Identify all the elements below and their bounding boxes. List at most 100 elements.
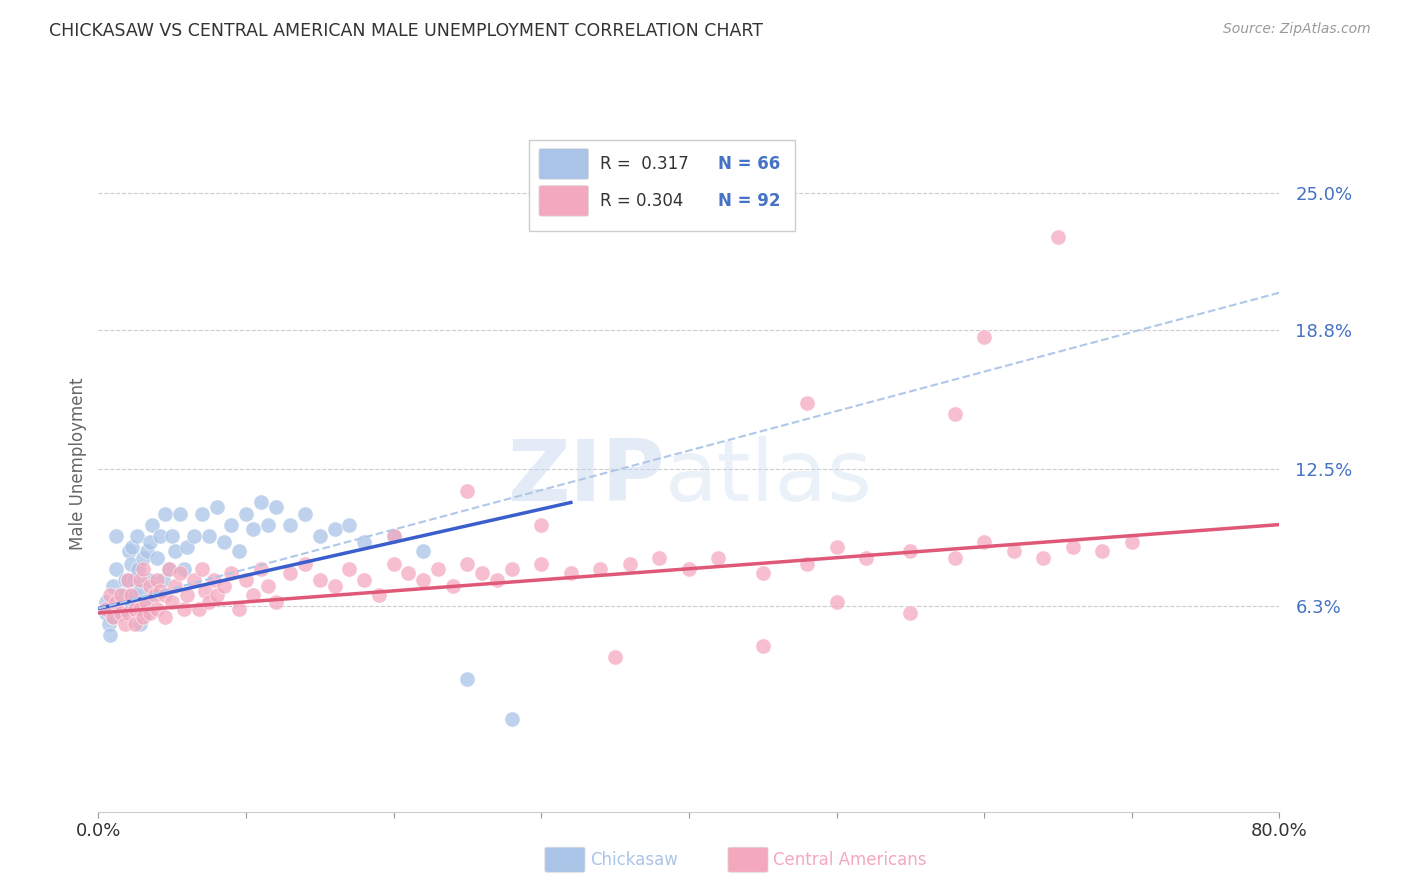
Point <box>242 588 264 602</box>
Text: atlas: atlas <box>665 436 873 519</box>
Point <box>353 535 375 549</box>
Point <box>121 540 143 554</box>
Point <box>176 540 198 554</box>
FancyBboxPatch shape <box>538 186 589 216</box>
Point <box>122 573 145 587</box>
Point <box>152 573 174 587</box>
Point <box>412 544 434 558</box>
Point <box>146 573 169 587</box>
Point <box>825 540 848 554</box>
Point <box>117 599 139 614</box>
Point <box>228 601 250 615</box>
FancyBboxPatch shape <box>530 140 796 231</box>
Y-axis label: Male Unemployment: Male Unemployment <box>69 377 87 550</box>
Point <box>441 579 464 593</box>
Point <box>191 507 214 521</box>
Point <box>486 573 509 587</box>
Point <box>117 573 139 587</box>
Point <box>149 528 172 542</box>
Point <box>128 583 150 598</box>
Point <box>412 573 434 587</box>
Point <box>235 507 257 521</box>
Point <box>796 396 818 410</box>
Point <box>110 606 132 620</box>
Point <box>173 562 195 576</box>
Point <box>1032 550 1054 565</box>
Point <box>183 573 205 587</box>
Point <box>94 601 117 615</box>
Point <box>162 528 183 542</box>
Point <box>368 588 391 602</box>
Text: Chickasaw: Chickasaw <box>589 851 678 869</box>
Point <box>530 517 553 532</box>
Point <box>751 639 773 653</box>
Point <box>105 595 128 609</box>
Point <box>114 573 136 587</box>
Point <box>1002 544 1025 558</box>
Point <box>127 562 149 576</box>
Point <box>135 595 157 609</box>
Point <box>530 558 553 572</box>
Point <box>98 628 121 642</box>
Point <box>97 617 120 632</box>
Text: Source: ZipAtlas.com: Source: ZipAtlas.com <box>1223 22 1371 37</box>
Point <box>456 558 478 572</box>
Point <box>110 601 132 615</box>
Point <box>257 579 280 593</box>
Point <box>250 562 273 576</box>
Point <box>456 484 478 499</box>
Point <box>157 562 180 576</box>
Point <box>125 528 148 542</box>
Point <box>120 588 142 602</box>
Point <box>751 566 773 581</box>
Point <box>162 595 183 609</box>
Point <box>153 610 176 624</box>
Point <box>132 595 155 609</box>
Point <box>135 606 157 620</box>
Point <box>108 588 131 602</box>
Point <box>219 517 242 532</box>
Point <box>589 562 612 576</box>
Point <box>191 562 214 576</box>
Point <box>139 606 162 620</box>
Point <box>110 606 132 620</box>
Point <box>294 507 316 521</box>
Point <box>337 562 360 576</box>
Point <box>103 579 125 593</box>
Point <box>153 588 176 602</box>
Point <box>143 588 166 602</box>
Point <box>183 528 205 542</box>
Point <box>146 601 169 615</box>
Point <box>149 583 172 598</box>
Point <box>198 595 221 609</box>
Point <box>309 528 332 542</box>
Point <box>943 550 966 565</box>
Point <box>501 712 523 726</box>
Point <box>124 601 146 615</box>
Point <box>212 535 235 549</box>
Point <box>605 650 627 665</box>
Point <box>136 544 159 558</box>
Point <box>264 500 287 514</box>
Point <box>427 562 450 576</box>
Point <box>456 672 478 686</box>
Point <box>973 330 995 344</box>
Point <box>146 550 169 565</box>
Point <box>560 566 582 581</box>
Point <box>278 517 302 532</box>
Point <box>143 588 166 602</box>
Point <box>382 528 405 542</box>
Point <box>257 517 280 532</box>
Point <box>132 550 155 565</box>
Text: Central Americans: Central Americans <box>773 851 927 869</box>
Text: R = 0.304: R = 0.304 <box>600 192 683 210</box>
Point <box>900 544 922 558</box>
Point <box>187 601 209 615</box>
Point <box>796 558 818 572</box>
Text: N = 66: N = 66 <box>718 155 780 173</box>
Point <box>471 566 494 581</box>
Point <box>278 566 302 581</box>
Point <box>337 517 360 532</box>
Point <box>157 562 180 576</box>
Point <box>353 573 375 587</box>
